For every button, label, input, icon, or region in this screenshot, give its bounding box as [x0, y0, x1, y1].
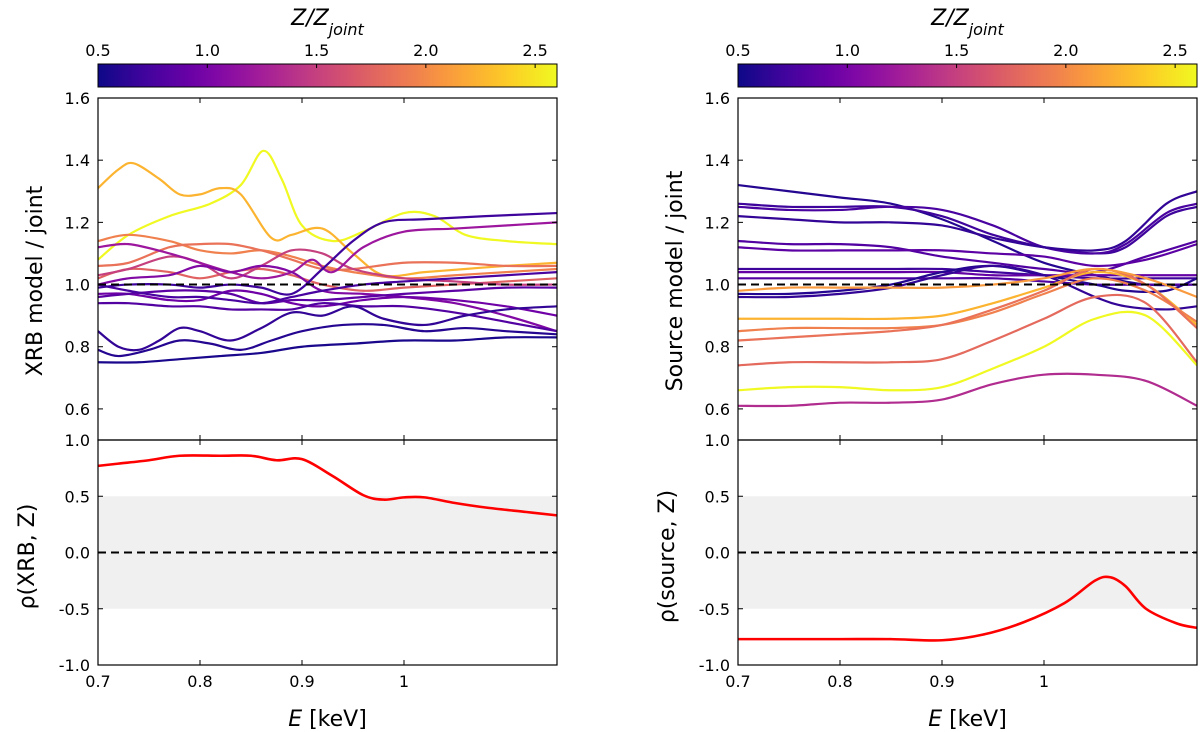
- model-ratio-line-3: [98, 242, 557, 272]
- colorbar-tick-label: 0.5: [85, 41, 110, 60]
- panel-left-top: 0.6 0.8 1.0 1.2 1.4 1.6 XRB model / joint: [23, 89, 558, 441]
- colorbar-label: Z/Zjoint: [290, 6, 364, 39]
- model-ratio-line-13: [738, 267, 1197, 342]
- colorbar-left: 0.5 1.0 1.5 2.0 2.5 Z/Zjoint: [85, 6, 558, 88]
- x-axis-label: E [keV]: [288, 707, 367, 732]
- y-tick-label: -0.5: [59, 600, 90, 619]
- colorbar-tick-label: 0.5: [725, 41, 750, 60]
- x-tick-label: 0.7: [725, 672, 750, 691]
- y-tick-label: 1.0: [705, 431, 730, 450]
- y-tick-label: 0.0: [65, 544, 90, 563]
- colorbar-gradient: [97, 63, 558, 88]
- model-ratio-line-0: [98, 149, 557, 261]
- model-ratio-line-9: [98, 286, 557, 305]
- y-tick-label: 1.4: [65, 151, 90, 170]
- y-tick-label: 0.5: [65, 487, 90, 506]
- x-axis-label: E [keV]: [928, 707, 1007, 732]
- model-ratio-line-6: [98, 221, 557, 280]
- y-axis-label: ρ(XRB, Z): [15, 504, 40, 610]
- panel-right-top: 0.6 0.8 1.0 1.2 1.4 1.6 Source model / joint: [663, 89, 1198, 441]
- y-tick-label: 0.6: [65, 400, 90, 419]
- model-ratio-line-13: [98, 305, 557, 352]
- model-ratio-line-3: [738, 190, 1197, 252]
- y-tick-label: 1.0: [705, 276, 730, 295]
- x-tick-label: 0.7: [85, 672, 110, 691]
- model-ratio-line-12: [738, 277, 1197, 333]
- x-tick-label: 0.9: [929, 672, 954, 691]
- model-ratio-line-5: [98, 248, 557, 286]
- model-ratio-line-11: [738, 271, 1197, 326]
- model-ratio-line-10: [98, 301, 557, 333]
- correlation-line: [97, 454, 558, 517]
- y-tick-label: 0.8: [705, 338, 730, 357]
- colorbar-tick-label: 1.5: [944, 41, 969, 60]
- colorbar-tick-label: 2.5: [522, 41, 547, 60]
- model-ratio-line-17: [738, 372, 1197, 408]
- model-ratio-line-2: [738, 202, 1197, 255]
- y-tick-label: 1.2: [65, 213, 90, 232]
- y-tick-label: 1.4: [705, 151, 730, 170]
- y-axis-label: Source model / joint: [663, 170, 688, 391]
- model-ratio-line-5: [738, 243, 1197, 268]
- x-tick-label: 0.8: [187, 672, 212, 691]
- colorbar-tick-label: 1.0: [835, 41, 860, 60]
- series-group: [738, 183, 1197, 408]
- y-tick-label: 1.2: [705, 213, 730, 232]
- colorbar-tick-label: 2.0: [413, 41, 438, 60]
- y-tick-label: 0.8: [65, 338, 90, 357]
- colorbar-tick-label: 1.0: [195, 41, 220, 60]
- colorbar-tick-label: 2.5: [1162, 41, 1187, 60]
- model-ratio-line-15: [738, 293, 1197, 367]
- model-ratio-line-1: [98, 161, 557, 278]
- model-ratio-line-7: [98, 264, 557, 333]
- y-tick-label: -1.0: [59, 656, 90, 675]
- y-axis-label: XRB model / joint: [23, 185, 48, 376]
- panel-left-bottom: -1.0 -0.5 0.0 0.5 1.0 0.7 0.8 0.9 1 ρ(XRB, Z) E [k…: [15, 431, 558, 732]
- colorbar-gradient: [737, 63, 1198, 88]
- x-tick-label: 1: [1039, 672, 1049, 691]
- y-tick-label: 1.0: [65, 276, 90, 295]
- colorbar-tick-label: 1.5: [304, 41, 329, 60]
- model-ratio-line-14: [98, 323, 557, 358]
- colorbar-label: Z/Zjoint: [930, 6, 1004, 39]
- model-ratio-line-10: [738, 264, 1197, 311]
- y-tick-label: -0.5: [699, 600, 730, 619]
- y-tick-label: 0.6: [705, 400, 730, 419]
- model-ratio-line-1: [738, 202, 1197, 255]
- model-ratio-line-14: [738, 267, 1197, 299]
- axes-frame: [97, 439, 558, 666]
- y-axis-label: ρ(source, Z): [655, 490, 680, 623]
- axes-frame: [737, 439, 1198, 666]
- model-ratio-line-8: [98, 289, 557, 317]
- y-tick-label: 0.0: [705, 544, 730, 563]
- x-tick-label: 0.9: [289, 672, 314, 691]
- y-tick-label: 1.0: [65, 431, 90, 450]
- y-tick-label: 1.6: [705, 89, 730, 108]
- colorbar-tick-label: 2.0: [1053, 41, 1078, 60]
- x-tick-label: 0.8: [827, 672, 852, 691]
- x-tick-label: 1: [399, 672, 409, 691]
- correlation-line: [738, 575, 1198, 642]
- model-ratio-line-2: [98, 233, 557, 280]
- panel-right-bottom: -1.0 -0.5 0.0 0.5 1.0 0.7 0.8 0.9 1 ρ(source, Z) E…: [655, 431, 1198, 732]
- series-group: [98, 149, 557, 364]
- model-ratio-line-16: [738, 310, 1197, 392]
- model-ratio-line-15: [98, 336, 557, 364]
- model-ratio-line-4: [738, 239, 1197, 274]
- colorbar-right: 0.5 1.0 1.5 2.0 2.5 Z/Zjoint: [725, 6, 1198, 88]
- model-ratio-line-11: [98, 271, 557, 305]
- y-tick-label: 1.6: [65, 89, 90, 108]
- y-tick-label: -1.0: [699, 656, 730, 675]
- y-tick-label: 0.5: [705, 487, 730, 506]
